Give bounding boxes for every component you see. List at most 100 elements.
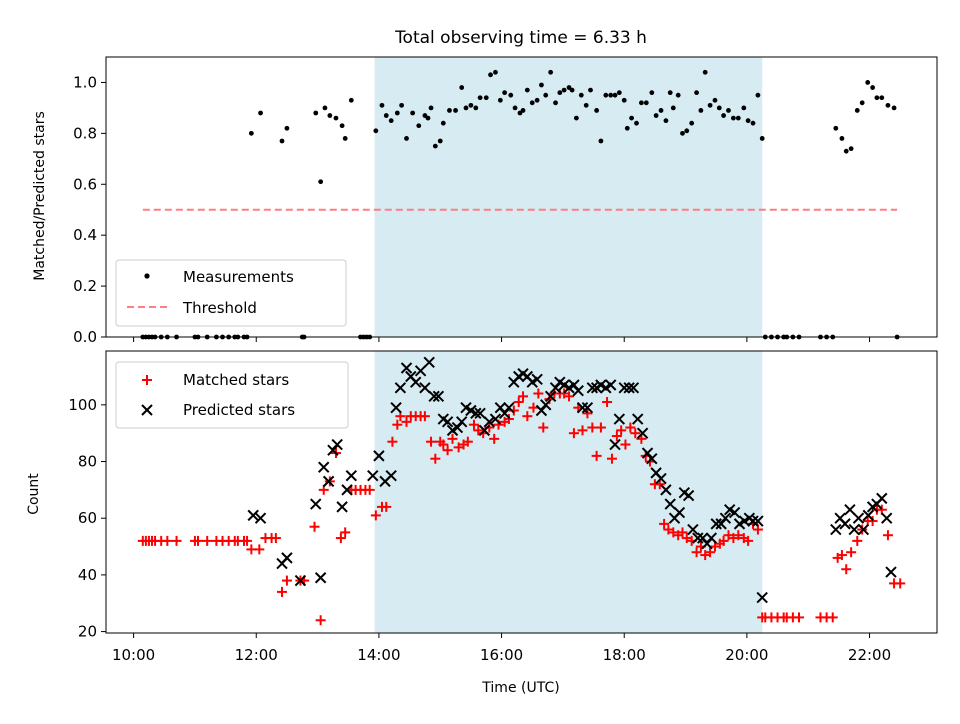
matched-point-78	[564, 391, 575, 402]
predicted-point-64-b	[605, 379, 617, 391]
matched-point-68	[513, 397, 524, 408]
predicted-point-25-b	[423, 356, 435, 369]
measurement-point-64	[512, 105, 518, 111]
measurement-point-130	[839, 136, 845, 141]
predicted-point-98-b	[830, 523, 842, 536]
predicted-point-95-b	[747, 515, 759, 527]
measurement-point-48	[432, 143, 438, 149]
predicted-point-26	[428, 390, 440, 403]
predicted-point-70	[632, 413, 644, 425]
matched-point-142	[895, 578, 906, 589]
measurement-point-69	[534, 97, 540, 103]
matched-point-70	[522, 411, 533, 422]
predicted-point-77-b	[664, 498, 676, 510]
predicted-point-89-b	[719, 512, 732, 524]
bottom-panel: 20 40 60 80 100 10:00 12:00 14:00 16:00 18:00 20:…	[26, 350, 938, 696]
predicted-point-57-b	[572, 384, 584, 397]
predicted-point-65	[609, 438, 621, 451]
measurement-point-42	[404, 136, 409, 141]
measurement-point-106	[702, 69, 708, 75]
measurement-point-90	[629, 115, 634, 121]
predicted-point-110-b	[885, 566, 897, 578]
bottom-legend: Matched stars Predicted stars	[115, 361, 349, 429]
matched-point-22	[270, 533, 281, 544]
measurement-point-72	[548, 69, 554, 75]
predicted-point-36	[474, 407, 486, 420]
measurement-point-82	[594, 108, 600, 113]
top-y-tick-label-5: 1.0	[73, 73, 97, 91]
top-y-tick-label-0: 0.0	[73, 328, 97, 346]
predicted-point-27	[432, 390, 445, 403]
measurement-point-74	[557, 90, 563, 96]
measurement-point-62	[502, 90, 508, 96]
measurement-point-102	[684, 128, 690, 134]
matched-point-55	[447, 433, 458, 444]
matched-point-32	[335, 533, 346, 544]
measurement-point-136	[870, 85, 876, 90]
predicted-point-32-b	[455, 416, 468, 428]
predicted-point-8	[322, 475, 335, 488]
bottom-x-ticks: 10:00 12:00 14:00 16:00 18:00 20:00 22:00	[112, 633, 891, 664]
measurement-point-40	[394, 110, 400, 116]
predicted-point-3-b	[281, 552, 293, 564]
measurement-point-44	[416, 123, 422, 129]
predicted-point-83-b	[692, 532, 704, 544]
predicted-point-38-b	[483, 416, 496, 428]
matched-point-85	[595, 422, 606, 433]
bottom-x-tick-label-2: 14:00	[357, 646, 400, 664]
predicted-point-18-b	[390, 401, 402, 414]
matched-point-7	[171, 535, 182, 546]
predicted-point-29-b	[441, 416, 454, 428]
measurement-point-71	[543, 92, 549, 98]
predicted-point-97	[756, 591, 768, 604]
predicted-point-51-b	[544, 390, 557, 403]
predicted-point-7	[318, 461, 330, 473]
measurement-point-68	[529, 100, 535, 106]
measurement-point-18	[248, 130, 254, 136]
predicted-point-5-b	[310, 498, 322, 510]
predicted-point-98	[830, 523, 842, 536]
matched-point-10	[202, 535, 213, 546]
predicted-point-45-b	[517, 367, 529, 380]
predicted-point-68-b	[623, 382, 635, 394]
matched-point-81	[577, 425, 588, 436]
bottom-x-tick-label-4: 18:00	[603, 646, 646, 664]
matched-point-39	[370, 510, 381, 521]
measurement-point-49	[437, 138, 443, 144]
predicted-point-50	[540, 399, 552, 411]
legend-marker-matched	[142, 375, 152, 385]
predicted-point-12-b	[341, 484, 353, 496]
bottom-legend-box	[115, 361, 349, 429]
measurement-point-94	[649, 90, 655, 96]
measurement-point-77	[569, 87, 575, 93]
matched-point-28	[315, 615, 326, 626]
measurement-point-83	[598, 138, 604, 144]
predicted-point-29	[441, 416, 454, 428]
measurement-point-139	[885, 102, 891, 108]
matched-point-58	[462, 436, 473, 447]
predicted-point-104-b	[857, 523, 870, 536]
predicted-point-48-b	[531, 373, 543, 386]
matched-point-6	[162, 535, 173, 546]
matched-point-51	[430, 453, 441, 464]
measurement-point-52	[453, 108, 458, 113]
matched-point-105	[691, 547, 702, 558]
predicted-point-73-b	[646, 452, 658, 465]
predicted-point-59	[581, 401, 594, 414]
predicted-point-26-b	[428, 390, 440, 403]
predicted-point-102	[848, 523, 860, 536]
measurement-point-63	[508, 92, 514, 98]
matched-point-90	[620, 439, 631, 450]
bottom-y-tick-label-4: 100	[68, 396, 97, 414]
predicted-point-64	[605, 379, 617, 391]
predicted-point-82	[687, 523, 699, 536]
matched-point-17	[242, 535, 253, 546]
predicted-point-33-b	[460, 401, 472, 414]
matched-point-27	[309, 521, 320, 532]
measurement-point-91	[634, 120, 639, 126]
predicted-point-80-b	[678, 487, 691, 499]
matched-point-73	[538, 422, 549, 433]
measurement-point-24	[313, 110, 319, 116]
predicted-point-13-b	[345, 469, 358, 482]
predicted-point-12	[341, 484, 353, 496]
